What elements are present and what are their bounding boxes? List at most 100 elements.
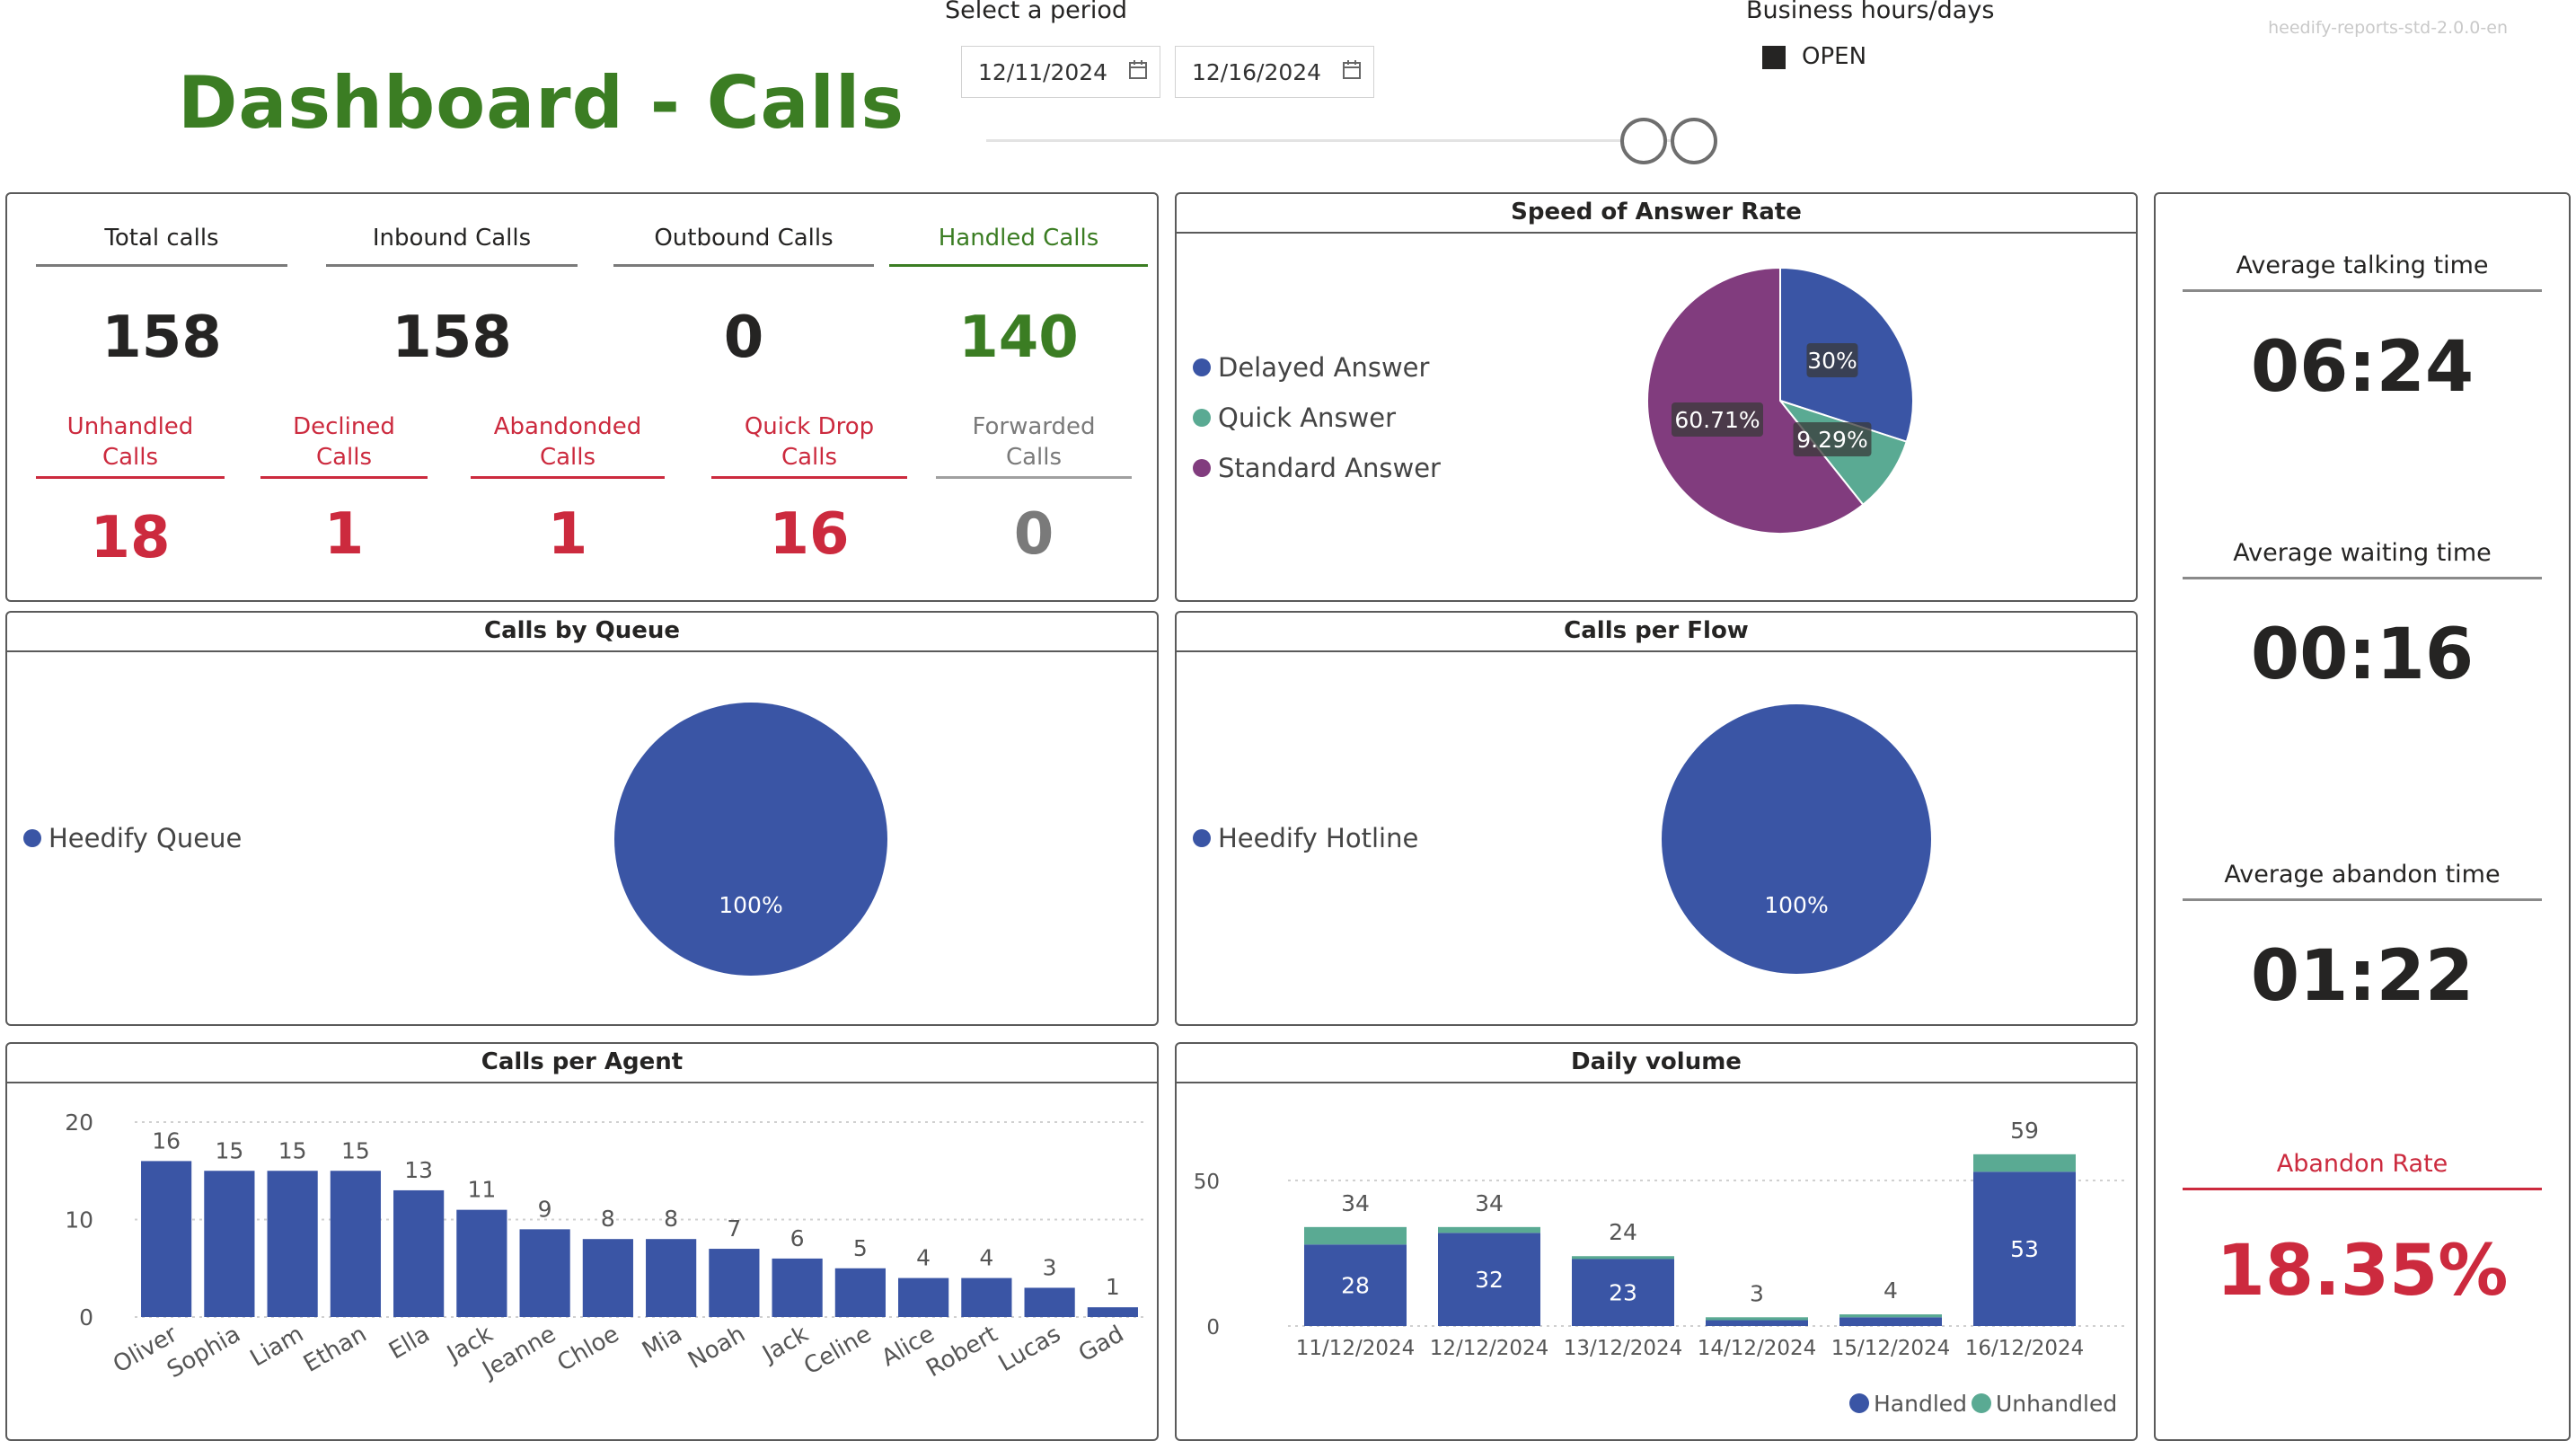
queue-pie-chart[interactable]: 100% <box>7 652 1157 1024</box>
legend-standard-answer[interactable]: Standard Answer <box>1193 453 1441 483</box>
bar[interactable] <box>898 1277 949 1317</box>
end-date-value: 12/16/2024 <box>1192 58 1322 85</box>
divider <box>889 264 1148 267</box>
data-label: 1 <box>1106 1274 1120 1300</box>
bar[interactable] <box>1024 1287 1075 1317</box>
total-label: 34 <box>1341 1190 1370 1216</box>
legend-quick-answer[interactable]: Quick Answer <box>1193 402 1396 433</box>
divider <box>326 264 578 267</box>
calendar-icon[interactable] <box>1129 60 1147 80</box>
bar-unhandled[interactable] <box>1304 1226 1407 1245</box>
page-title: Dashboard - Calls <box>178 61 904 145</box>
x-tick-label: Lucas <box>994 1321 1065 1377</box>
divider <box>471 476 665 479</box>
divider <box>613 264 874 267</box>
bar[interactable] <box>582 1239 633 1317</box>
bar[interactable] <box>772 1258 823 1317</box>
bar[interactable] <box>267 1171 318 1317</box>
bar-unhandled[interactable] <box>1973 1154 2076 1172</box>
handled-calls-label: Handled Calls <box>938 225 1099 252</box>
y-tick-label: 0 <box>1206 1316 1220 1339</box>
quick-drop-calls-value: 16 <box>769 501 850 568</box>
x-tick-label: 13/12/2024 <box>1564 1337 1683 1360</box>
abandon-rate-value: 18.35% <box>2216 1231 2509 1312</box>
pie-slice-heedify-hotline[interactable] <box>1662 704 1931 974</box>
total-label: 3 <box>1750 1280 1764 1306</box>
bar[interactable] <box>1087 1307 1138 1317</box>
data-label: 7 <box>727 1216 741 1242</box>
x-tick-label: 14/12/2024 <box>1698 1337 1817 1360</box>
inner-label: 28 <box>1341 1273 1370 1299</box>
avg-abandon-time-value: 01:22 <box>2250 936 2475 1017</box>
slider-handle-start[interactable] <box>1620 118 1667 164</box>
end-date-input[interactable]: 12/16/2024 <box>1175 46 1374 98</box>
business-hours-label: Business hours/days <box>1746 0 1995 24</box>
x-tick-label: Mia <box>638 1321 686 1365</box>
data-label: 15 <box>278 1137 307 1163</box>
outbound-calls-label: Outbound Calls <box>654 225 834 252</box>
date-range-slider[interactable] <box>986 139 1696 142</box>
speed-of-answer-panel: Speed of Answer Rate Delayed Answer Quic… <box>1175 192 2138 602</box>
data-label: 9 <box>538 1196 552 1222</box>
abandoned-calls-value: 1 <box>547 501 588 568</box>
bar-unhandled[interactable] <box>1572 1256 1674 1260</box>
open-legend-marker[interactable] <box>1762 46 1786 69</box>
bar[interactable] <box>456 1209 507 1317</box>
bar[interactable] <box>834 1268 886 1317</box>
bar[interactable] <box>141 1161 192 1317</box>
bar[interactable] <box>709 1249 760 1317</box>
bar[interactable] <box>519 1229 570 1317</box>
bar-handled[interactable] <box>1706 1320 1808 1326</box>
kpi-panel: Total calls 158 Inbound Calls 158 Outbou… <box>5 192 1159 602</box>
bar-handled[interactable] <box>1839 1317 1942 1326</box>
speed-pie-chart[interactable]: 30% 9.29% 60.71% <box>1177 234 2136 600</box>
bar[interactable] <box>646 1239 697 1317</box>
quick-drop-calls-label: Quick Drop Calls <box>744 413 875 471</box>
x-tick-label: Liam <box>246 1321 309 1372</box>
bar-handled[interactable] <box>1438 1233 1540 1326</box>
data-label: 6 <box>790 1225 805 1251</box>
legend-heedify-hotline[interactable]: Heedify Hotline <box>1193 823 1418 853</box>
calendar-icon[interactable] <box>1343 60 1361 80</box>
data-label: 16 <box>152 1127 181 1154</box>
unhandled-calls-label: Unhandled Calls <box>66 413 194 471</box>
x-tick-label: Chloe <box>552 1321 623 1377</box>
outbound-calls-value: 0 <box>723 305 764 371</box>
slider-handle-end[interactable] <box>1671 118 1717 164</box>
bar[interactable] <box>393 1189 445 1317</box>
calls-per-agent-chart[interactable]: 0102016Oliver15Sophia15Liam15Ethan13Ella… <box>7 1044 1157 1439</box>
bar-unhandled[interactable] <box>1438 1226 1540 1233</box>
open-legend-label: OPEN <box>1802 43 1867 70</box>
flow-pie-chart[interactable]: 100% <box>1177 652 2136 1024</box>
bar-unhandled[interactable] <box>1706 1317 1808 1321</box>
x-tick-label: 11/12/2024 <box>1296 1337 1416 1360</box>
y-tick-label: 10 <box>65 1207 93 1233</box>
legend-delayed-answer[interactable]: Delayed Answer <box>1193 352 1429 383</box>
bar-handled[interactable] <box>1973 1171 2076 1326</box>
daily-volume-chart[interactable]: 050342811/12/2024343212/12/2024242313/12… <box>1177 1044 2136 1439</box>
total-label: 34 <box>1475 1190 1504 1216</box>
data-label: 15 <box>215 1137 243 1163</box>
bar[interactable] <box>330 1171 381 1317</box>
legend-heedify-queue[interactable]: Heedify Queue <box>23 823 242 853</box>
bar-handled[interactable] <box>1572 1259 1674 1326</box>
bar[interactable] <box>961 1277 1012 1317</box>
calls-by-queue-panel: Calls by Queue Heedify Queue 100% <box>5 611 1159 1026</box>
bar-unhandled[interactable] <box>1839 1314 1942 1318</box>
bar-handled[interactable] <box>1304 1244 1407 1326</box>
x-tick-label: 16/12/2024 <box>1965 1337 2085 1360</box>
pie-slice-standard-answer[interactable] <box>1646 266 1865 535</box>
bar[interactable] <box>204 1171 255 1317</box>
divider <box>2183 898 2542 901</box>
abandoned-calls-label: Abandonded Calls <box>493 413 642 471</box>
start-date-input[interactable]: 12/11/2024 <box>961 46 1160 98</box>
data-label: 13 <box>404 1157 433 1183</box>
calls-per-agent-panel: Calls per Agent 0 10 20 16 Oliver 15 Sophia 15 L… <box>5 1042 1159 1441</box>
forwarded-calls-value: 0 <box>1013 501 1054 568</box>
pie-label-box <box>1806 343 1858 377</box>
pie-slice-heedify-queue[interactable] <box>614 703 887 976</box>
data-label: 15 <box>341 1137 370 1163</box>
x-tick-label: Robert <box>922 1321 1002 1383</box>
x-tick-label: Gad <box>1074 1321 1129 1367</box>
x-tick-label: 15/12/2024 <box>1831 1337 1951 1360</box>
